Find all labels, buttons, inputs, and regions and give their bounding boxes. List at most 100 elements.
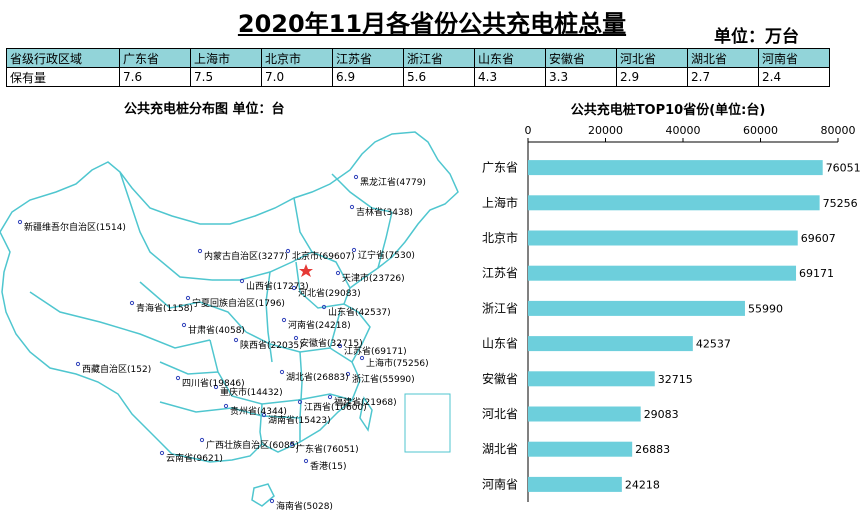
map-province-label: 山东省(42537)	[328, 306, 391, 318]
province-marker-icon	[297, 399, 303, 405]
x-tick-label: 0	[525, 124, 532, 137]
province-marker-icon	[75, 361, 81, 367]
province-marker-icon	[327, 394, 333, 400]
bar	[528, 160, 823, 176]
table-header-cell: 安徽省	[545, 48, 617, 68]
table-header-cell: 北京市	[261, 48, 333, 68]
province-marker-icon	[321, 304, 327, 310]
table-value-cell: 2.7	[687, 67, 759, 87]
map-province-label: 海南省(5028)	[276, 500, 333, 512]
map-province-label: 福建省(21968)	[334, 396, 397, 408]
map-province-label: 四川省(19846)	[182, 377, 245, 389]
province-marker-icon	[185, 295, 191, 301]
category-label: 江苏省	[482, 266, 518, 280]
table-value-cell: 7.6	[119, 67, 191, 87]
category-label: 河北省	[482, 407, 518, 421]
map-outline	[0, 131, 459, 507]
table-value-cell: 4.3	[474, 67, 546, 87]
category-label: 广东省	[482, 161, 518, 175]
province-marker-icon	[337, 343, 343, 349]
province-marker-icon	[223, 403, 229, 409]
x-tick-label: 60000	[743, 124, 778, 137]
bar	[528, 406, 641, 422]
map-province-label: 北京市(69607)	[292, 250, 355, 262]
bar	[528, 195, 820, 211]
province-marker-icon	[285, 248, 291, 254]
bar-value-label: 32715	[658, 373, 693, 386]
province-marker-icon	[279, 369, 285, 375]
bar-value-label: 29083	[644, 408, 679, 421]
table-header-cell: 河北省	[616, 48, 688, 68]
map-province-label: 新疆维吾尔自治区(1514)	[24, 221, 126, 233]
province-marker-icon	[129, 300, 135, 306]
bar	[528, 336, 693, 352]
province-marker-icon	[359, 355, 365, 361]
bar	[528, 441, 633, 457]
category-label: 浙江省	[482, 301, 518, 315]
bar-value-label: 75256	[823, 197, 858, 210]
map-province-label: 宁夏回族自治区(1796)	[192, 297, 285, 309]
map-province-label: 河北省(29083)	[298, 287, 361, 299]
x-tick-label: 40000	[666, 124, 701, 137]
bar	[528, 300, 745, 316]
province-marker-icon	[291, 285, 297, 291]
category-label: 上海市	[482, 195, 518, 210]
map-province-label: 江苏省(69171)	[344, 345, 407, 357]
map-province-label: 吉林省(3438)	[356, 206, 413, 218]
province-marker-icon	[239, 278, 245, 284]
capital-star-icon	[299, 264, 313, 277]
map-province-label: 内蒙古自治区(3277)	[204, 250, 288, 262]
map-province-label: 云南省(9621)	[166, 452, 223, 464]
province-marker-icon	[233, 337, 239, 343]
map-province-label: 西藏自治区(152)	[82, 363, 151, 375]
bar-value-label: 42537	[696, 338, 731, 351]
province-marker-icon	[345, 371, 351, 377]
table-value-cell: 5.6	[403, 67, 475, 87]
bar	[528, 476, 622, 492]
table-value-cell: 7.0	[261, 67, 333, 87]
table-header-cell: 浙江省	[403, 48, 475, 68]
province-marker-icon	[181, 322, 187, 328]
map-province-label: 重庆市(14432)	[220, 386, 283, 398]
province-marker-icon	[303, 458, 309, 464]
province-marker-icon	[289, 441, 295, 447]
table-value-cell: 2.9	[616, 67, 688, 87]
province-marker-icon	[197, 248, 203, 254]
bar	[528, 230, 798, 246]
map-province-label: 甘肃省(4058)	[188, 324, 245, 336]
map-province-label: 贵州省(4344)	[230, 405, 287, 417]
x-tick-label: 80000	[821, 124, 856, 137]
table-value-cell: 3.3	[545, 67, 617, 87]
map-province-label: 青海省(1158)	[136, 302, 193, 314]
top10-bar-chart: 公共充电桩TOP10省份(单位:台) 0 20000 40000 60000 80000…	[482, 102, 861, 502]
map-province-label: 广西壮族自治区(6085)	[206, 439, 299, 451]
map-province-label: 上海市(75256)	[366, 357, 429, 369]
table-value-cell: 2.4	[758, 67, 830, 87]
map-labels: 黑龙江省(4779) 吉林省(3438) 新疆维吾尔自治区(1514) 内蒙古自治区(…	[24, 176, 429, 512]
map-province-label: 山西省(17273)	[246, 280, 309, 292]
province-marker-icon	[281, 317, 287, 323]
bars: 广东省 76051 上海市 75256 北京市 69607 江苏省 69171 浙江省 55990…	[482, 160, 861, 492]
province-marker-icon	[335, 270, 341, 276]
map-province-label: 香港(15)	[310, 460, 346, 472]
bar-value-label: 26883	[635, 443, 670, 456]
bar	[528, 371, 655, 387]
province-marker-icon	[199, 437, 205, 443]
x-tick-label: 20000	[588, 124, 623, 137]
table-header-row: 省级行政区域 广东省 上海市 北京市 江苏省 浙江省 山东省 安徽省 河北省 湖北省 河南省	[6, 48, 830, 68]
province-marker-icon	[175, 375, 181, 381]
category-label: 北京市	[482, 230, 518, 245]
bar	[528, 265, 797, 281]
table-row-label: 保有量	[6, 67, 120, 87]
table-header-cell: 广东省	[119, 48, 191, 68]
table-value-cell: 6.9	[332, 67, 404, 87]
table-header-label: 省级行政区域	[6, 48, 120, 68]
province-marker-icon	[351, 247, 357, 253]
bar-value-label: 24218	[625, 478, 660, 491]
table-header-cell: 河南省	[758, 48, 830, 68]
summary-table: 省级行政区域 广东省 上海市 北京市 江苏省 浙江省 山东省 安徽省 河北省 湖北省 河南省 保有…	[6, 48, 830, 87]
china-map: 黑龙江省(4779) 吉林省(3438) 新疆维吾尔自治区(1514) 内蒙古自治区(…	[0, 131, 459, 512]
chart-title: 公共充电桩TOP10省份(单位:台)	[571, 102, 766, 118]
table-header-cell: 湖北省	[687, 48, 759, 68]
province-marker-icon	[353, 174, 359, 180]
